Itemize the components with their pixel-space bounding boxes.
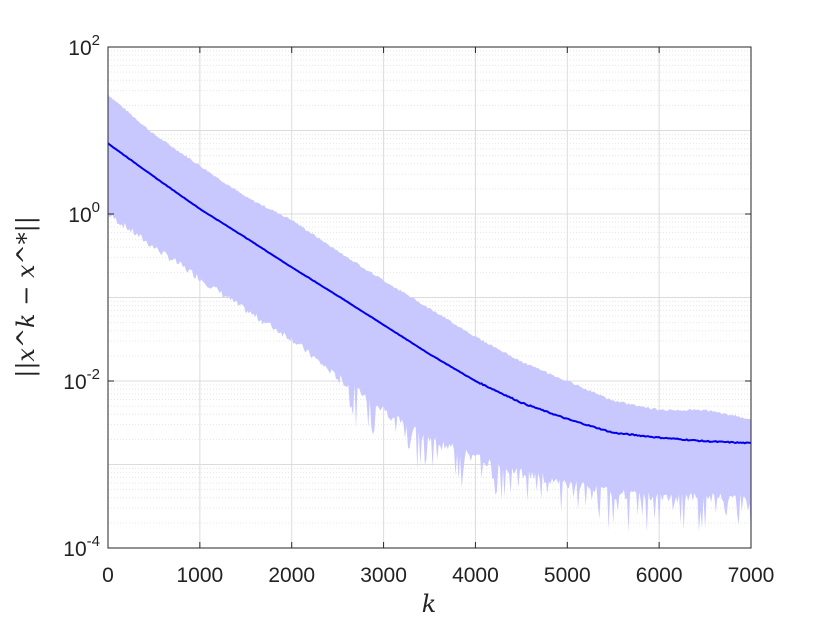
y-tick-label: 10-2: [63, 366, 100, 394]
plot-frame: [107, 46, 752, 549]
x-tick-label: 2000: [268, 564, 315, 587]
y-tick-label: 100: [68, 199, 100, 227]
mean-line: [107, 142, 752, 445]
y-tick-label: 10-4: [63, 533, 100, 561]
x-tick-label: 5000: [544, 564, 591, 587]
y-axis-label: ||x^k − x^*||: [12, 216, 41, 378]
y-tick-label: 102: [68, 32, 100, 60]
x-tick-label: 7000: [728, 564, 775, 587]
x-tick-label: 0: [102, 564, 114, 587]
x-tick-label: 1000: [176, 564, 223, 587]
x-tick-labels: 0 1000 2000 3000 4000 5000 6000 7000: [102, 564, 774, 587]
x-axis-label: k: [422, 590, 437, 618]
x-tick-label: 4000: [452, 564, 499, 587]
y-tick-labels: 10-4 10-2 100 102: [63, 32, 100, 561]
x-tick-label: 3000: [360, 564, 407, 587]
axis-ticks: [107, 46, 752, 549]
x-tick-label: 6000: [636, 564, 683, 587]
confidence-band: [108, 94, 751, 535]
